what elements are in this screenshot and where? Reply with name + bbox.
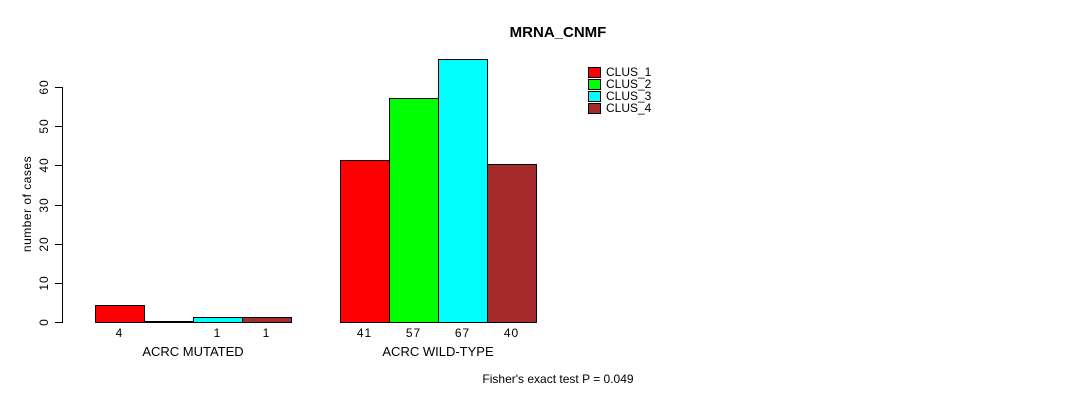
legend-swatch [588, 66, 601, 78]
y-tick-label: 40 [37, 157, 51, 173]
bar-value-label: 1 [213, 326, 222, 340]
chart-title: MRNA_CNMF [509, 24, 607, 41]
x-group-label: ACRC MUTATED [142, 344, 244, 359]
legend-swatch [588, 90, 601, 102]
bar [95, 305, 145, 323]
y-tick-label: 60 [37, 79, 51, 95]
bar-value-label: 1 [262, 326, 271, 340]
x-group-label: ACRC WILD-TYPE [382, 344, 494, 359]
legend: CLUS_1 CLUS_2 CLUS_3 CLUS_4 [588, 65, 652, 115]
y-tick-label: 50 [37, 118, 51, 134]
bar-value-label: 67 [454, 326, 471, 340]
legend-row: CLUS_1 [588, 65, 652, 79]
y-tick [55, 165, 62, 166]
bar-value-label: 41 [356, 326, 373, 340]
bar [340, 160, 390, 323]
y-tick [55, 87, 62, 88]
bar [487, 164, 537, 323]
bar-value-label: 40 [503, 326, 520, 340]
bar-value-label: 57 [405, 326, 422, 340]
y-tick [55, 283, 62, 284]
y-axis-line [62, 87, 63, 323]
y-tick [55, 126, 62, 127]
legend-swatch [588, 102, 601, 114]
fisher-test-annotation: Fisher's exact test P = 0.049 [482, 372, 634, 386]
y-tick-label: 20 [37, 236, 51, 252]
bar [242, 317, 292, 323]
bar-value-label: 4 [115, 326, 124, 340]
legend-row: CLUS_4 [588, 101, 652, 115]
y-tick [55, 322, 62, 323]
bar [144, 321, 194, 323]
legend-row: CLUS_3 [588, 89, 652, 103]
legend-label: CLUS_1 [606, 65, 652, 79]
legend-label: CLUS_3 [606, 89, 652, 103]
y-tick [55, 205, 62, 206]
legend-row: CLUS_2 [588, 77, 652, 91]
legend-swatch [588, 78, 601, 90]
legend-label: CLUS_2 [606, 77, 652, 91]
legend-label: CLUS_4 [606, 101, 652, 115]
y-tick-label: 10 [37, 275, 51, 291]
bar [438, 59, 488, 323]
y-tick [55, 244, 62, 245]
y-tick-label: 30 [37, 197, 51, 213]
bar [193, 317, 243, 323]
bar [389, 98, 439, 323]
y-tick-label: 0 [37, 318, 51, 326]
